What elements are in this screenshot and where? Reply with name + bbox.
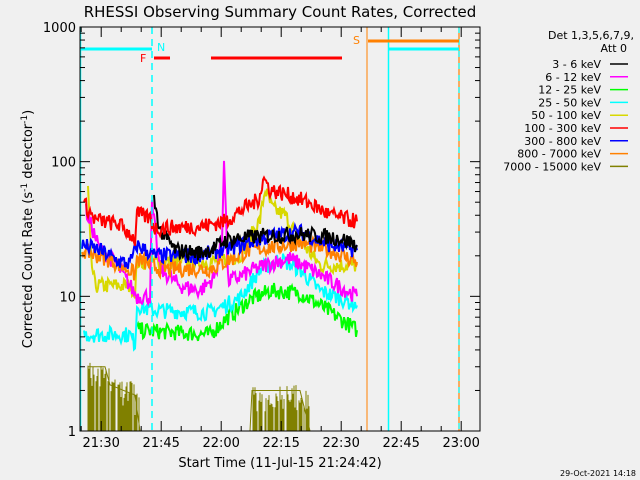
axes: 21:30 21:45 22:00 22:15 22:30 22:45 23:00 1 10 10… <box>43 21 481 451</box>
legend-header-detectors: Det 1,3,5,6,7,9, <box>548 29 634 42</box>
x-tick-label: 23:00 <box>442 436 479 451</box>
plot-area: NF S <box>79 27 460 432</box>
series-line-12-25kev <box>136 282 358 342</box>
plot-frame <box>79 26 481 432</box>
y-tick-label: 1 <box>68 425 76 440</box>
x-tick-label: 22:45 <box>382 436 419 451</box>
x-tick-label: 22:00 <box>202 436 239 451</box>
series-line-300-800kev <box>81 221 358 269</box>
x-tick-label: 22:15 <box>262 436 299 451</box>
legend-label: 3 - 6 keV <box>552 58 601 71</box>
x-tick-label: 22:30 <box>322 436 359 451</box>
x-tick-label: 21:45 <box>142 436 179 451</box>
y-tick-label: 10 <box>59 290 76 305</box>
x-axis-label: Start Time (11-Jul-15 21:24:42) <box>178 456 381 471</box>
series-line-800-7000kev <box>81 234 358 281</box>
legend-label: 25 - 50 keV <box>538 96 601 109</box>
legend-label: 300 - 800 keV <box>524 135 601 148</box>
legend-label: 100 - 300 keV <box>524 122 601 135</box>
series-line-100-300kev <box>83 175 358 246</box>
legend-label: 7000 - 15000 keV <box>503 160 601 173</box>
chart-title: RHESSI Observing Summary Count Rates, Co… <box>84 3 477 21</box>
series-line-3-6kev <box>153 194 358 263</box>
flare-label: F <box>140 52 146 65</box>
y-tick-label: 1000 <box>43 21 76 36</box>
timestamp: 29-Oct-2021 14:18 <box>560 469 636 478</box>
series-line-50-100kev <box>87 185 358 299</box>
legend-label: 800 - 7000 keV <box>517 148 601 161</box>
night-label: N <box>157 41 165 54</box>
x-tick-label: 21:30 <box>82 436 119 451</box>
legend-header-attenuator: Att 0 <box>601 42 627 55</box>
y-axis-label: Corrected Count Rate (s-1 detector-1) <box>20 110 36 348</box>
legend-label: 6 - 12 keV <box>545 71 601 84</box>
saa-label: S <box>353 34 360 47</box>
y-tick-label: 100 <box>51 156 76 171</box>
legend-label: 50 - 100 keV <box>531 109 601 122</box>
series-line-25-50kev <box>83 253 358 352</box>
legend-label: 12 - 25 keV <box>538 84 601 97</box>
